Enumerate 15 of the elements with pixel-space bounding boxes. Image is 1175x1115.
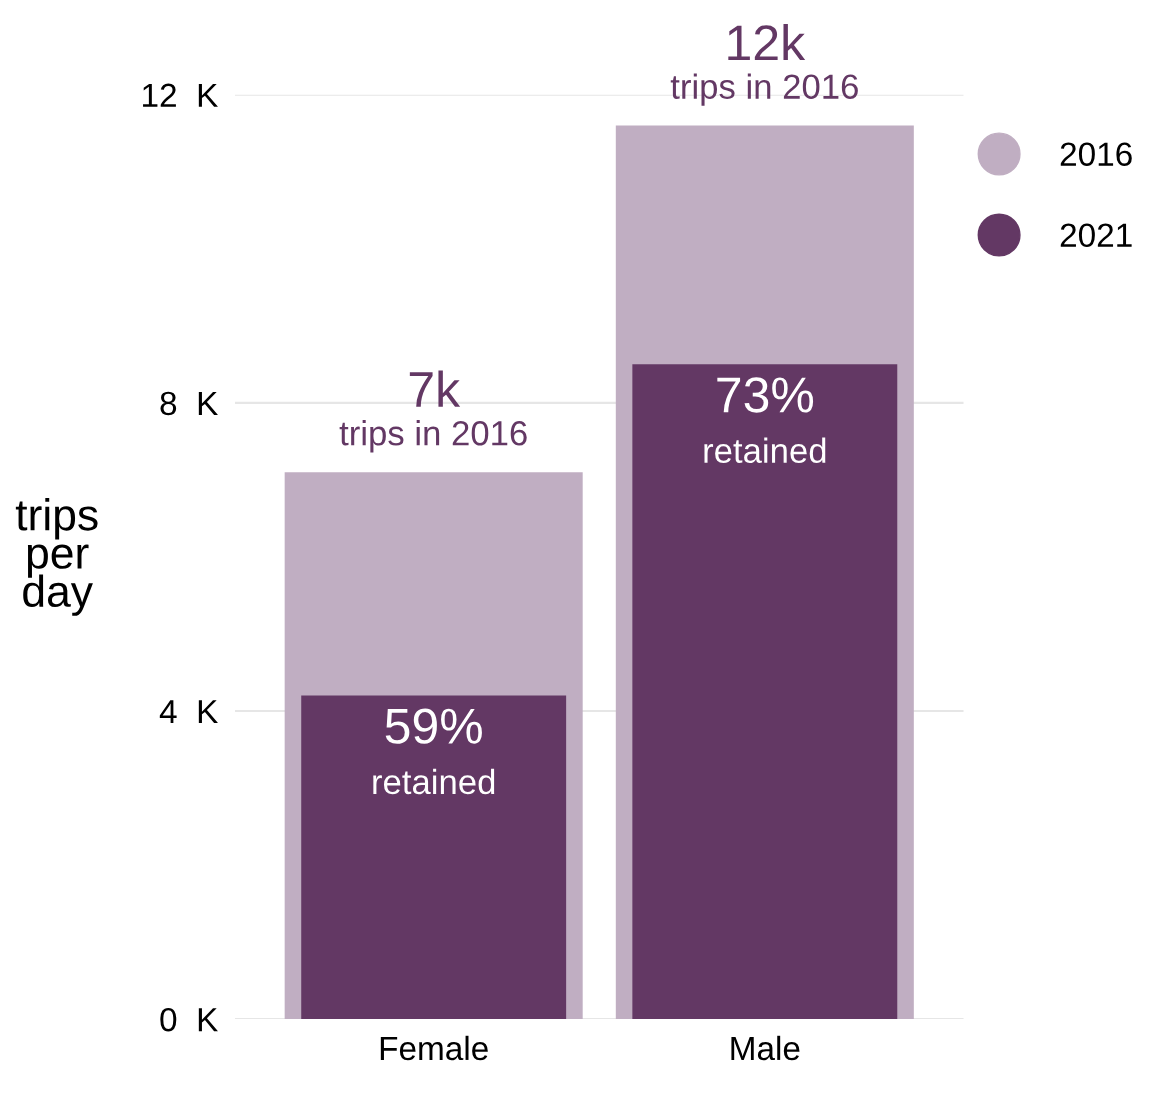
bar	[632, 364, 898, 1020]
legend-label: 2021	[1060, 223, 1132, 248]
annotation: 12k trips in 2016	[670, 23, 858, 106]
annotation: 7k trips in 2016	[339, 370, 527, 453]
bar	[301, 695, 567, 1020]
annotation: 59% retained	[373, 708, 495, 795]
x-tick-label: Female	[380, 1035, 488, 1061]
y-tick-label: 4 K	[159, 700, 218, 724]
annotation: 73% retained	[704, 377, 826, 464]
y-tick-label: 12 K	[143, 83, 218, 107]
y-tick-label: 0 K	[160, 1007, 218, 1032]
legend-label: 2016	[1060, 142, 1132, 166]
x-tick-label: Male	[731, 1035, 800, 1061]
y-tick-label: 8 K	[160, 391, 218, 416]
y-axis-title: trips per day	[15, 498, 98, 616]
